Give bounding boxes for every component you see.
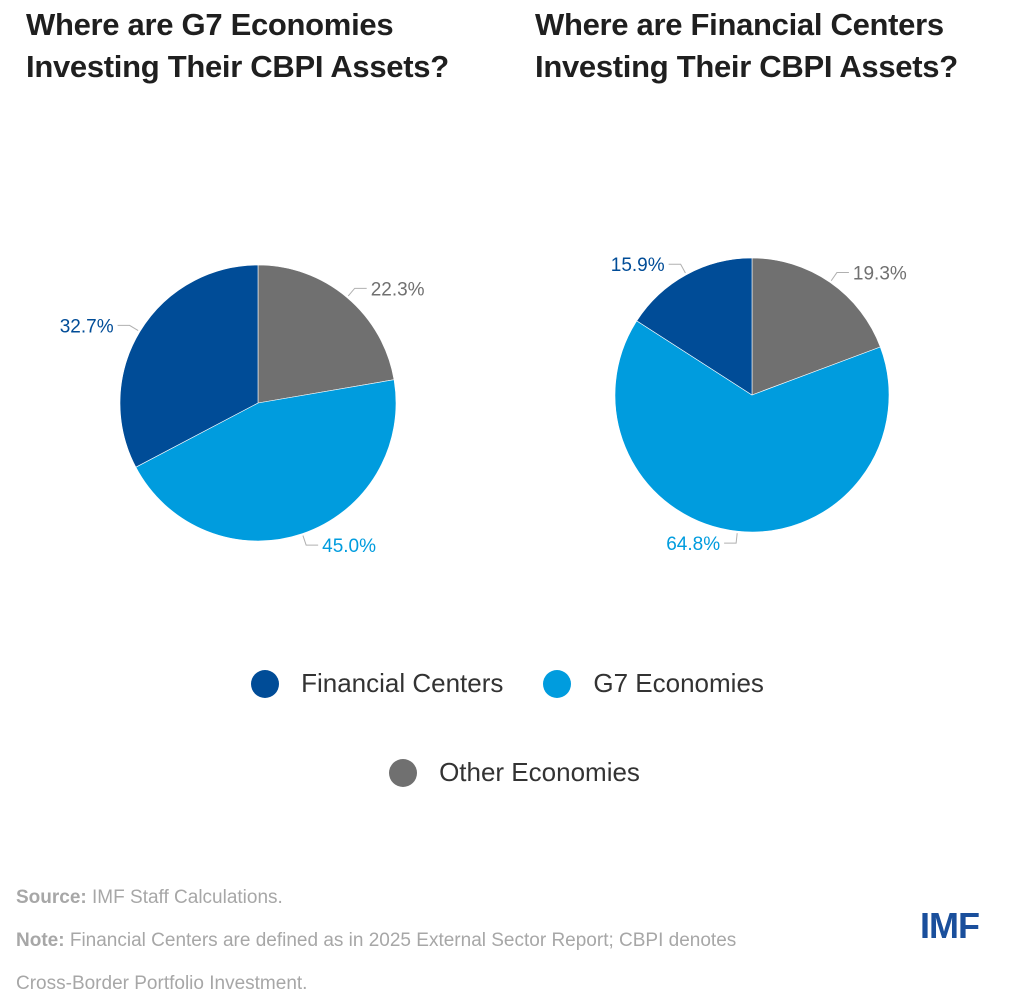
source-label: Source: bbox=[16, 887, 87, 908]
chart-title-left-line1: Where are G7 Economies bbox=[26, 7, 394, 42]
imf-logo: IMF bbox=[920, 905, 980, 946]
data-label-financial-centers: 15.9% bbox=[611, 255, 665, 276]
leader-line-financial-centers bbox=[117, 324, 139, 332]
note-line: Note: Financial Centers are defined as i… bbox=[16, 919, 736, 962]
legend-row-2: Other Economies bbox=[0, 757, 1015, 788]
leader-line-other-economies bbox=[830, 272, 849, 282]
chart-title-right-line1: Where are Financial Centers bbox=[535, 7, 944, 42]
pie-chart-g7: 22.3% 45.0% 32.7% bbox=[60, 264, 425, 557]
legend-row-1: Financial Centers G7 Economies bbox=[0, 668, 1015, 699]
pie-slice-financial-centers bbox=[119, 264, 259, 468]
chart-title-left: Where are G7 Economies Investing Their C… bbox=[26, 4, 449, 88]
legend-label: G7 Economies bbox=[593, 668, 764, 698]
legend-label: Financial Centers bbox=[301, 668, 504, 698]
leader-line-other-economies bbox=[347, 287, 367, 297]
legend-dot-other-economies bbox=[389, 758, 418, 787]
legend-dot-g7-economies bbox=[543, 669, 572, 698]
legend-label: Other Economies bbox=[439, 757, 640, 787]
data-label-other-economies: 19.3% bbox=[853, 264, 907, 285]
legend-item-g7-economies: G7 Economies bbox=[543, 668, 764, 699]
pie-slice-other-economies bbox=[257, 264, 395, 404]
data-label-financial-centers: 32.7% bbox=[60, 316, 114, 337]
chart-title-left-line2: Investing Their CBPI Assets? bbox=[26, 49, 449, 84]
pie-slice-other-economies bbox=[751, 257, 881, 396]
pie-slice-g7-economies bbox=[135, 379, 397, 542]
leader-line-financial-centers bbox=[668, 263, 686, 274]
footer-notes: Source: IMF Staff Calculations. Note: Fi… bbox=[16, 876, 736, 1005]
leader-line-g7-economies bbox=[724, 533, 738, 544]
note-line-2: Cross-Border Portfolio Investment. bbox=[16, 973, 308, 994]
legend-item-other-economies: Other Economies bbox=[389, 757, 640, 788]
pie-slice-financial-centers bbox=[636, 257, 753, 396]
source-text: IMF Staff Calculations. bbox=[86, 887, 283, 908]
legend-item-financial-centers: Financial Centers bbox=[251, 668, 503, 699]
pie-charts: 22.3% 45.0% 32.7% 19.3% 64.8% 15.9% bbox=[60, 255, 907, 557]
legend-dot-financial-centers bbox=[251, 669, 280, 698]
source-line: Source: IMF Staff Calculations. bbox=[16, 876, 736, 919]
note-text: Financial Centers are defined as in 2025… bbox=[64, 930, 737, 951]
data-label-g7-economies: 45.0% bbox=[322, 536, 376, 557]
data-label-g7-economies: 64.8% bbox=[666, 534, 720, 555]
chart-title-right: Where are Financial Centers Investing Th… bbox=[535, 4, 958, 88]
pie-chart-financial-centers: 19.3% 64.8% 15.9% bbox=[611, 255, 907, 555]
data-label-other-economies: 22.3% bbox=[371, 279, 425, 300]
leader-line-g7-economies bbox=[302, 535, 319, 546]
note-label: Note: bbox=[16, 930, 65, 951]
chart-title-right-line2: Investing Their CBPI Assets? bbox=[535, 49, 958, 84]
pie-slice-g7-economies bbox=[614, 320, 890, 533]
